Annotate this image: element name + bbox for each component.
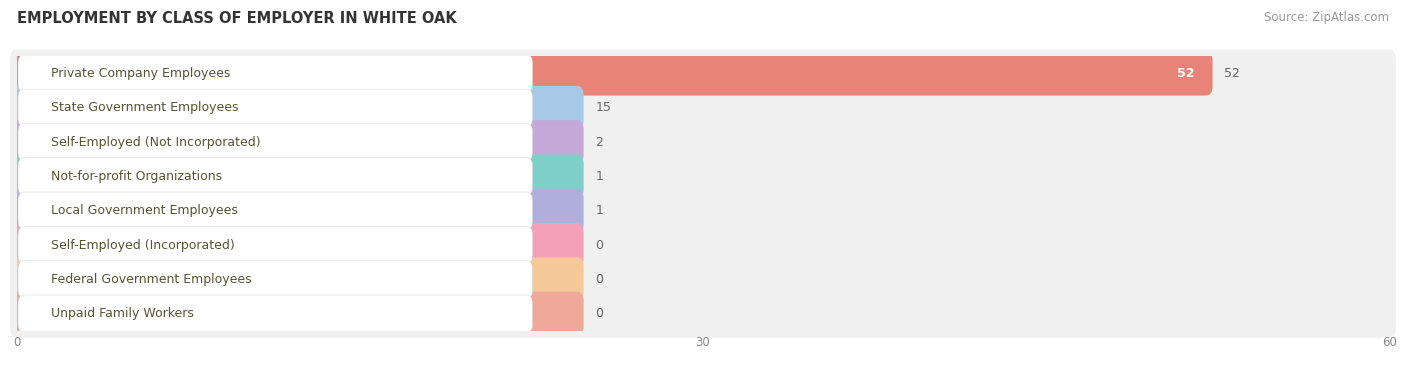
Text: EMPLOYMENT BY CLASS OF EMPLOYER IN WHITE OAK: EMPLOYMENT BY CLASS OF EMPLOYER IN WHITE… [17,11,457,26]
FancyBboxPatch shape [10,86,583,130]
Text: Federal Government Employees: Federal Government Employees [51,273,252,286]
Text: 52: 52 [1225,67,1240,80]
Text: 1: 1 [596,170,603,183]
FancyBboxPatch shape [10,50,1396,98]
FancyBboxPatch shape [18,123,533,161]
FancyBboxPatch shape [10,189,583,233]
FancyBboxPatch shape [18,295,533,332]
FancyBboxPatch shape [10,155,583,199]
Text: Self-Employed (Not Incorporated): Self-Employed (Not Incorporated) [51,136,260,149]
FancyBboxPatch shape [10,292,583,336]
FancyBboxPatch shape [10,153,1396,200]
FancyBboxPatch shape [10,84,1396,132]
Text: State Government Employees: State Government Employees [51,102,239,114]
FancyBboxPatch shape [10,255,1396,303]
FancyBboxPatch shape [18,226,533,264]
FancyBboxPatch shape [10,290,1396,338]
FancyBboxPatch shape [18,158,533,195]
Text: 52: 52 [1177,67,1195,80]
FancyBboxPatch shape [10,118,1396,166]
Text: Source: ZipAtlas.com: Source: ZipAtlas.com [1264,11,1389,24]
FancyBboxPatch shape [18,55,533,92]
FancyBboxPatch shape [18,89,533,127]
Text: Local Government Employees: Local Government Employees [51,204,238,217]
FancyBboxPatch shape [18,261,533,298]
FancyBboxPatch shape [18,192,533,229]
Text: Self-Employed (Incorporated): Self-Employed (Incorporated) [51,239,235,252]
Text: 2: 2 [596,136,603,149]
FancyBboxPatch shape [10,187,1396,235]
Text: 0: 0 [596,307,603,320]
FancyBboxPatch shape [10,52,1212,96]
Text: Unpaid Family Workers: Unpaid Family Workers [51,307,194,320]
Text: 0: 0 [596,273,603,286]
FancyBboxPatch shape [10,223,583,267]
Text: Private Company Employees: Private Company Employees [51,67,231,80]
FancyBboxPatch shape [10,258,583,302]
FancyBboxPatch shape [10,221,1396,269]
Text: 15: 15 [596,102,612,114]
Text: 1: 1 [596,204,603,217]
Text: Not-for-profit Organizations: Not-for-profit Organizations [51,170,222,183]
Text: 0: 0 [596,239,603,252]
FancyBboxPatch shape [10,120,583,164]
